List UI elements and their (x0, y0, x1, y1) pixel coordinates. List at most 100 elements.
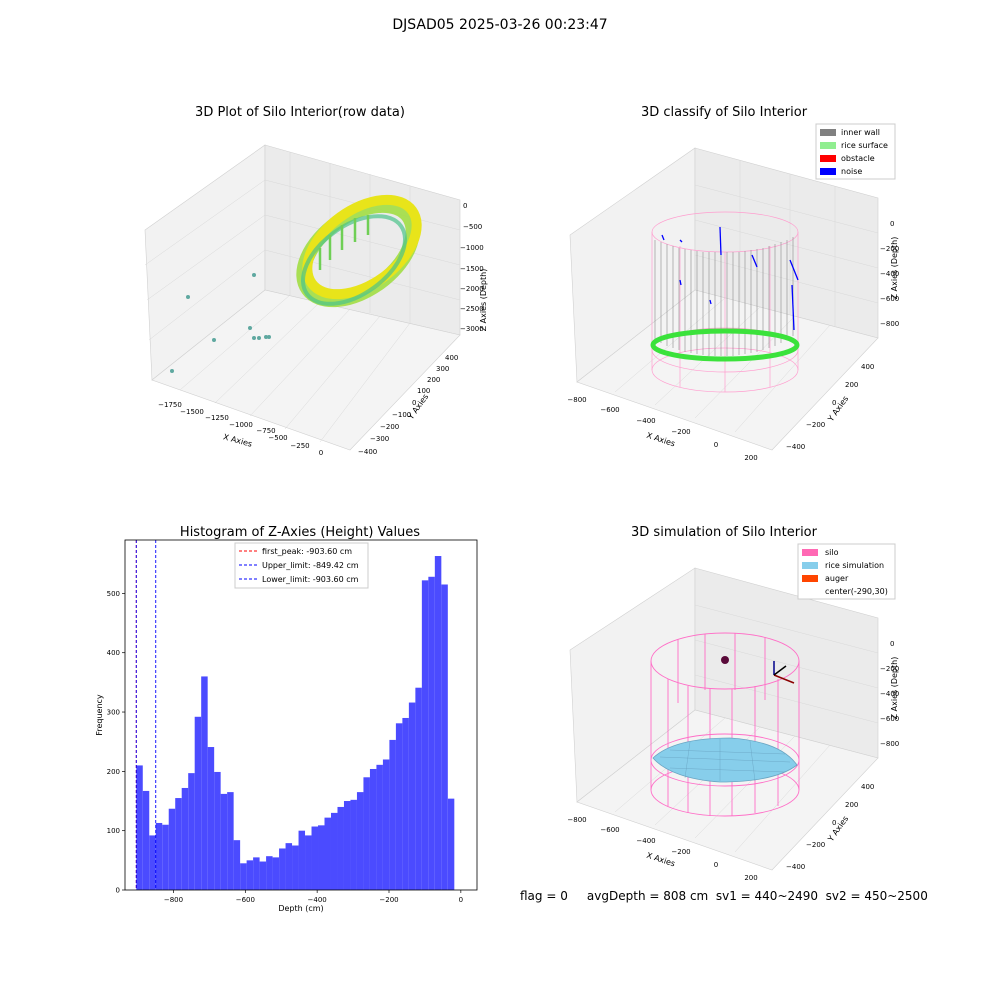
classify-xtick-labels: −800 −600 −400 −200 0 200 (567, 396, 757, 462)
simulation-ztick: 0 (890, 640, 894, 648)
classify-ytick-labels: −400 −200 0 200 400 (786, 363, 874, 451)
legend-label-inner-wall: inner wall (841, 128, 880, 137)
classify-ztick: −400 (880, 270, 899, 278)
histogram-bar (285, 843, 293, 890)
histogram-bar (142, 790, 150, 890)
histogram-bar (175, 798, 182, 890)
classify-xtick: −600 (600, 406, 619, 414)
legend-label-rice-surface: rice surface (841, 141, 888, 150)
raw-xtick: −1750 (158, 401, 182, 409)
simulation-ytick: −200 (806, 841, 825, 849)
simulation-ytick-labels: −400 −200 0 200 400 (786, 783, 874, 871)
simulation-ytick: 200 (845, 801, 858, 809)
classify-ztick: −600 (880, 295, 899, 303)
histogram-bar (233, 840, 241, 890)
classify-rice-surface (650, 328, 800, 362)
histogram-bar (181, 787, 189, 890)
histogram-y-axis-label: Frequency (95, 694, 104, 736)
simulation-auger-axes (773, 661, 795, 684)
raw-xtick: −1000 (229, 421, 253, 429)
legend-swatch-rice-surface (820, 142, 836, 149)
histogram-bar (246, 860, 254, 890)
classify-ytick: −200 (806, 421, 825, 429)
legend-label-auger: auger (825, 574, 849, 583)
histogram-bar (376, 764, 383, 890)
histogram-bar (162, 824, 169, 890)
histogram-bar (382, 759, 390, 890)
raw-ytick: −200 (380, 423, 399, 431)
histogram-bar (389, 739, 396, 890)
legend-swatch-noise (820, 168, 836, 175)
legend-label-center: center(-290,30) (825, 587, 888, 596)
simulation-z-axis-label: Z Axies (Depth) (890, 657, 899, 720)
histogram-bar (318, 825, 325, 890)
classify-ztick: −800 (880, 320, 899, 328)
classify-xtick: −200 (671, 428, 690, 436)
histogram-bar (240, 863, 247, 890)
histogram-bar (266, 856, 273, 890)
histogram-legend: first_peak: -903.60 cm Upper_limit: -849… (234, 542, 369, 589)
histogram-bar (408, 702, 416, 890)
simulation-xtick: −600 (600, 826, 619, 834)
histogram-xtick-label: −200 (379, 896, 398, 904)
histogram-bar (227, 792, 234, 890)
raw-ytick: −400 (358, 448, 377, 456)
histogram-bar (292, 845, 299, 890)
simulation-xtick: −400 (636, 837, 655, 845)
histogram-xtick-label: −800 (164, 896, 183, 904)
histogram-bar (305, 835, 312, 890)
classify-xtick: −400 (636, 417, 655, 425)
histogram-bar (434, 556, 442, 890)
raw-y-axis-label: Y Axies (406, 392, 431, 422)
histogram-xtick-label: 0 (459, 896, 463, 904)
raw-ytick: −100 (392, 411, 411, 419)
simulation-center-marker (721, 656, 729, 664)
raw-ytick: 400 (445, 354, 458, 362)
histogram-ytick-label: 200 (107, 768, 120, 776)
raw-point-cloud (296, 194, 422, 308)
simulation-ytick: 400 (861, 783, 874, 791)
histogram-bar (363, 777, 370, 890)
raw-ztick: −1500 (460, 265, 484, 273)
legend-label-silo: silo (825, 548, 839, 557)
legend-swatch-auger (802, 575, 818, 582)
raw-ytick: 300 (436, 365, 449, 373)
classify-z-axis-label: Z Axies (Depth) (890, 237, 899, 300)
raw-z-axis-label: Z Axies (Depth) (479, 269, 488, 332)
histogram-bar (421, 580, 429, 890)
figure-title: DJSAD05 2025-03-26 00:23:47 (392, 17, 608, 33)
raw-xtick: 0 (319, 449, 323, 457)
raw-ytick: 100 (417, 387, 430, 395)
histogram-xticks: −800 −600 −400 −200 0 (164, 890, 463, 904)
raw-ytick: 200 (427, 376, 440, 384)
histogram-bar (330, 812, 338, 890)
classify-ztick: −200 (880, 245, 899, 253)
classify-inner-wall (654, 237, 794, 356)
histogram-bar (136, 765, 143, 890)
histogram-bar (188, 773, 195, 890)
simulation-legend: silo rice simulation auger center(-290,3… (797, 543, 896, 600)
raw-ztick: 0 (463, 202, 467, 210)
simulation-ytick: −400 (786, 863, 805, 871)
histogram-bar (350, 799, 357, 890)
classify-ytick: −400 (786, 443, 805, 451)
classify-xtick: −800 (567, 396, 586, 404)
simulation-xtick: 0 (714, 861, 718, 869)
simulation-ztick: −600 (880, 715, 899, 723)
histogram-ytick-label: 0 (116, 887, 120, 895)
simulation-3d-plot: 3D simulation of Silo Interior silo rice… (567, 525, 899, 882)
histogram-bar (259, 861, 267, 890)
simulation-xtick: −800 (567, 816, 586, 824)
simulation-y-axis-label: Y Axies (826, 814, 851, 844)
simulation-rice-mesh (659, 739, 791, 782)
histogram-bar (253, 857, 260, 890)
simulation-xtick: 200 (744, 874, 757, 882)
histogram-bar (369, 768, 377, 890)
simulation-ztick-labels: 0 −200 −400 −600 −800 (880, 640, 899, 748)
legend-label-obstacle: obstacle (841, 154, 875, 163)
simulation-plot-title: 3D simulation of Silo Interior (631, 525, 818, 540)
histogram-bar (324, 817, 331, 890)
histogram-ytick-label: 400 (107, 649, 120, 657)
histogram-bar (168, 808, 176, 890)
histogram-bar (207, 747, 215, 890)
